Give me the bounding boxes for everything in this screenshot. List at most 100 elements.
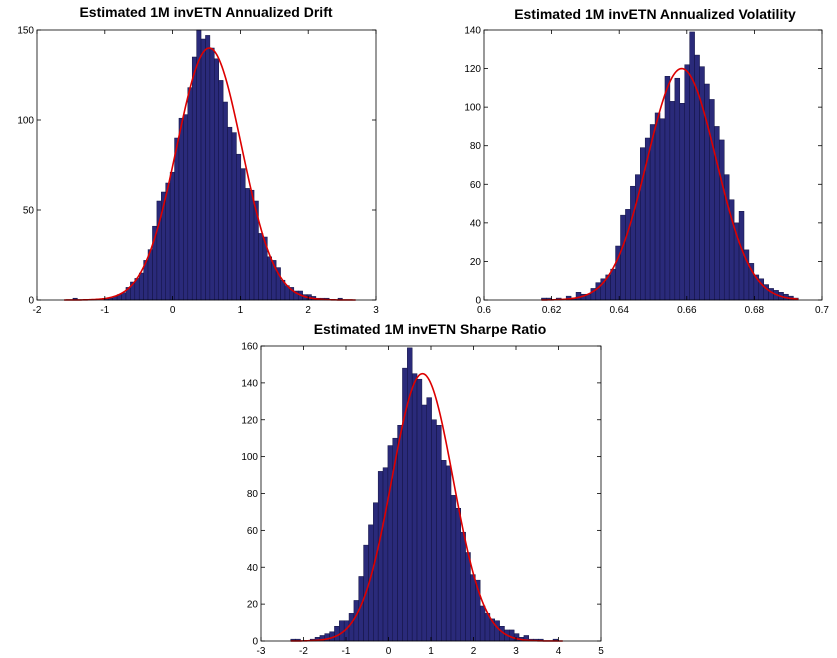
sharpe-histogram-bar — [353, 600, 359, 642]
sharpe-histogram-bar — [445, 465, 452, 642]
volatility-x-tick-label: 0.66 — [677, 305, 697, 316]
volatility-y-tick-label: 0 — [475, 296, 481, 307]
drift-histogram-bar — [218, 80, 224, 301]
volatility-y-tick-label: 60 — [470, 180, 482, 191]
volatility-histogram-bar — [659, 118, 666, 301]
drift-y-tick-label: 0 — [28, 296, 34, 307]
sharpe-x-tick-label: 1 — [428, 646, 434, 657]
volatility-histogram-bar — [620, 214, 626, 301]
volatility-histogram-bar — [674, 77, 681, 301]
volatility-x-tick-label: 0.6 — [477, 305, 491, 316]
drift-histogram-bar — [174, 137, 180, 301]
volatility-histogram-bar — [679, 103, 685, 301]
volatility-histogram-bar — [630, 185, 636, 301]
drift-x-tick-label: 2 — [305, 305, 311, 316]
drift-histogram-bar — [200, 38, 206, 301]
drift-histogram-bar — [205, 35, 211, 301]
sharpe-chart-title: Estimated 1M invETN Sharpe Ratio — [314, 321, 547, 337]
drift-histogram-bar — [244, 188, 250, 301]
volatility-x-tick-label: 0.68 — [745, 305, 765, 316]
volatility-x-tick-label: 0.7 — [815, 305, 829, 316]
sharpe-x-tick-label: -3 — [257, 646, 266, 657]
drift-histogram-bar — [249, 189, 255, 301]
sharpe-histogram-bar — [436, 425, 442, 642]
drift-histogram-bar — [169, 171, 175, 301]
drift-histogram-bar — [240, 168, 246, 301]
sharpe-histogram-bar — [465, 552, 471, 642]
sharpe-y-tick-label: 100 — [241, 452, 258, 463]
sharpe-histogram-bar — [455, 508, 461, 642]
volatility-chart-title: Estimated 1M invETN Annualized Volatilit… — [514, 6, 796, 22]
sharpe-histogram-bar — [411, 373, 418, 642]
sharpe-y-tick-label: 160 — [241, 342, 258, 353]
volatility-histogram-bar — [738, 211, 745, 301]
sharpe-histogram-bar — [397, 425, 403, 642]
sharpe-histogram-bar — [450, 495, 457, 642]
sharpe-y-tick-label: 40 — [247, 563, 259, 574]
drift-histogram-bar — [214, 58, 219, 301]
sharpe-histogram-bar — [479, 605, 486, 642]
sharpe-x-tick-label: 4 — [556, 646, 562, 657]
drift-histogram-bar — [209, 47, 215, 301]
drift-histogram-bar — [191, 56, 197, 301]
drift-x-tick-label: 3 — [373, 305, 379, 316]
sharpe-y-tick-label: 120 — [241, 415, 258, 426]
volatility-x-tick-label: 0.64 — [609, 305, 629, 316]
volatility-histogram-bar — [719, 139, 725, 301]
drift-histogram-bar — [227, 126, 233, 301]
drift-histogram-bar — [267, 256, 272, 301]
volatility-y-tick-label: 40 — [470, 218, 482, 229]
drift-histogram-bar — [183, 114, 189, 301]
drift-x-tick-label: -2 — [33, 305, 42, 316]
sharpe-y-tick-label: 80 — [247, 489, 259, 500]
sharpe-histogram-bar — [426, 397, 432, 642]
drift-axes-box — [36, 29, 377, 301]
sharpe-x-tick-label: -2 — [299, 646, 308, 657]
drift-x-tick-label: 0 — [170, 305, 176, 316]
volatility-histogram-bar — [654, 112, 661, 301]
volatility-histogram-bar — [709, 99, 715, 301]
drift-histogram-bar — [222, 101, 228, 301]
volatility-histogram-bar — [664, 76, 671, 301]
sharpe-x-tick-label: 0 — [386, 646, 392, 657]
drift-y-tick-label: 150 — [17, 26, 34, 37]
sharpe-histogram-bar — [509, 629, 515, 642]
drift-histogram-chart: Estimated 1M invETN Annualized Drift -2 -… — [17, 4, 379, 316]
volatility-histogram-bar — [649, 124, 656, 301]
sharpe-histogram-bar — [494, 620, 500, 642]
volatility-histogram-bar — [689, 31, 695, 301]
drift-fit-curve — [64, 47, 356, 301]
sharpe-y-tick-label: 140 — [241, 378, 258, 389]
volatility-axes-box — [483, 29, 823, 301]
drift-histogram-bar — [258, 233, 264, 301]
sharpe-histogram-bar — [470, 574, 476, 642]
volatility-y-tick-label: 140 — [464, 26, 481, 37]
sharpe-histogram-bar — [513, 633, 520, 642]
drift-histogram-bar — [138, 272, 144, 301]
sharpe-histogram-bar — [460, 531, 466, 642]
volatility-fit-curve — [541, 67, 799, 301]
volatility-x-tick-label: 0.62 — [542, 305, 562, 316]
sharpe-histogram-bar — [377, 471, 384, 642]
volatility-histogram-bar — [669, 101, 676, 301]
sharpe-histogram-bar — [334, 626, 340, 642]
sharpe-histogram-bar — [373, 502, 379, 642]
volatility-histogram-chart: Estimated 1M invETN Annualized Volatilit… — [464, 6, 829, 316]
drift-x-tick-label: -1 — [100, 305, 109, 316]
volatility-y-tick-label: 120 — [464, 64, 481, 75]
drift-histogram-bar — [178, 117, 184, 301]
drift-histogram-bar — [196, 29, 202, 301]
drift-histogram-bar — [121, 292, 127, 301]
drift-y-tick-label: 50 — [23, 206, 35, 217]
sharpe-histogram-chart: Estimated 1M invETN Sharpe Ratio -3 -2 -1 0… — [241, 321, 604, 657]
sharpe-x-tick-label: -1 — [342, 646, 351, 657]
drift-histogram-bar — [231, 132, 237, 301]
volatility-y-tick-label: 100 — [464, 103, 481, 114]
drift-y-tick-label: 100 — [17, 116, 34, 127]
sharpe-x-tick-label: 3 — [513, 646, 519, 657]
sharpe-histogram-bar — [421, 404, 427, 642]
drift-x-tick-label: 1 — [238, 305, 244, 316]
sharpe-y-tick-label: 0 — [252, 637, 258, 648]
drift-histogram-bar — [165, 182, 171, 301]
